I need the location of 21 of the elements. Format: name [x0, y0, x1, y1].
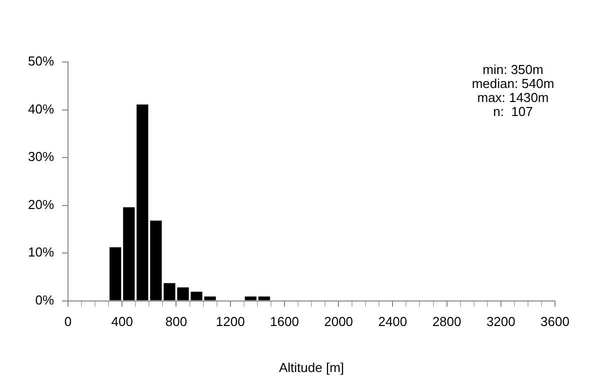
- x-tick-label: 0: [64, 314, 72, 330]
- x-tick-label: 400: [111, 314, 133, 330]
- annotation: median: 540m: [472, 76, 554, 92]
- x-tick-label: 3200: [486, 314, 516, 330]
- x-tick-label: 1200: [216, 314, 245, 330]
- x-tick-label: 3600: [540, 314, 570, 330]
- annotation: min: 350m: [482, 62, 544, 78]
- y-tick-label: 30%: [28, 149, 54, 164]
- y-tick-label: 10%: [28, 244, 54, 260]
- annotation: n: 107: [493, 104, 533, 120]
- annotation: max: 1430m: [477, 90, 549, 106]
- y-tick-label: 0%: [35, 292, 54, 308]
- x-tick-label: 1600: [270, 314, 299, 330]
- x-tick-label: 2800: [432, 314, 462, 330]
- x-axis-title: Altitude [m]: [278, 360, 344, 375]
- y-tick-label: 50%: [28, 54, 54, 69]
- y-tick-label: 20%: [28, 196, 54, 212]
- x-tick-label: 2000: [324, 314, 354, 330]
- x-tick-label: 800: [165, 314, 188, 330]
- x-tick-label: 2400: [378, 314, 408, 330]
- y-tick-label: 40%: [28, 101, 54, 116]
